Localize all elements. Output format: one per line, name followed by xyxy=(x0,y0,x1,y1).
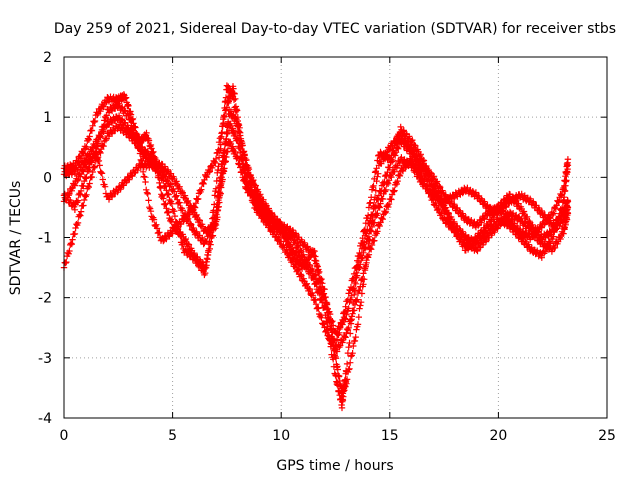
y-axis-title: SDTVAR / TECUs xyxy=(8,181,24,296)
y-tick-label: 0 xyxy=(43,170,52,186)
x-tick-label: 10 xyxy=(272,428,290,444)
x-tick-label: 5 xyxy=(168,428,177,444)
series-markers xyxy=(60,120,572,355)
y-tick-label: -2 xyxy=(38,291,52,307)
x-tick-label: 15 xyxy=(381,428,399,444)
tick-layer: 0 5 10 15 20 25 -4 -3 -2 -1 0 1 2 xyxy=(38,50,616,444)
series-markers xyxy=(60,82,572,412)
y-tick-label: 2 xyxy=(43,50,52,66)
x-tick-label: 0 xyxy=(60,428,69,444)
series-track-1 xyxy=(60,82,572,412)
y-tick-label: -3 xyxy=(38,351,52,367)
chart-title: Day 259 of 2021, Sidereal Day-to-day VTE… xyxy=(54,21,616,37)
x-tick-label: 20 xyxy=(489,428,507,444)
x-axis-title: GPS time / hours xyxy=(276,458,393,474)
series-track-2 xyxy=(60,120,572,355)
y-tick-label: -1 xyxy=(38,231,52,247)
y-tick-label: -4 xyxy=(38,411,52,427)
x-tick-label: 25 xyxy=(598,428,616,444)
data-layer xyxy=(60,82,572,412)
y-tick-label: 1 xyxy=(43,110,52,126)
